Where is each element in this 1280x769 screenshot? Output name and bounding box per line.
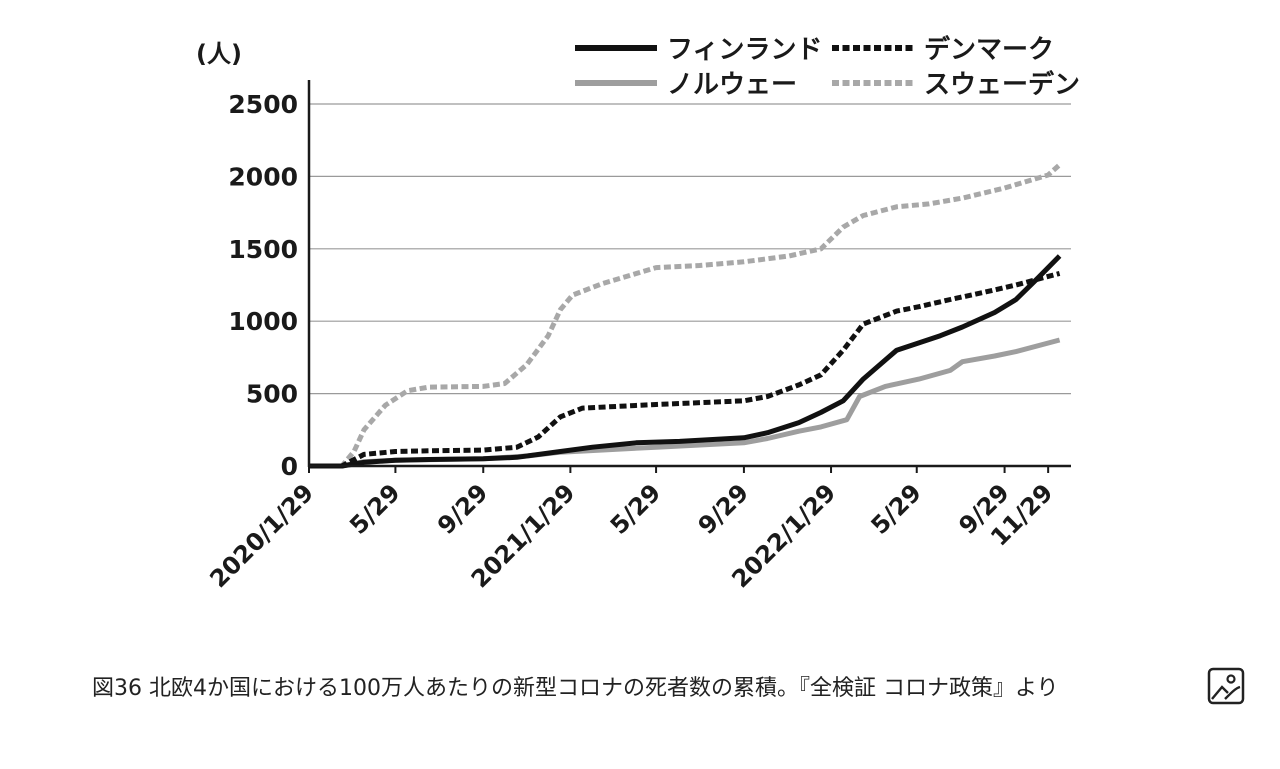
y-tick-label: 1500 (228, 235, 298, 264)
y-tick-label: 500 (246, 380, 298, 409)
legend-label: スウェーデン (924, 69, 1080, 100)
y-tick-label: 2500 (228, 90, 298, 119)
series-line-4 (309, 162, 1062, 469)
x-tick-label: 5/29 (605, 478, 666, 539)
x-tick-label: 9/29 (432, 478, 493, 539)
x-tick-label: 9/29 (693, 478, 754, 539)
legend-label: フィンランド (667, 35, 822, 65)
y-tick-label: 2000 (228, 162, 298, 191)
series-line-1 (309, 254, 1062, 469)
image-icon[interactable] (1206, 666, 1246, 706)
chart: 0 500 1000 1500 2000 2500 2020/1/29 5/29 9/29 20… (196, 34, 1080, 593)
x-tick-label: 5/29 (344, 478, 405, 539)
y-tick-label: 1000 (228, 307, 298, 336)
legend-label: デンマーク (924, 34, 1054, 65)
figure-caption: 図36 北欧4か国における100万人あたりの新型コロナの死者数の累積。『全検証 … (92, 676, 1059, 701)
y-tick-labels: 0 500 1000 1500 2000 2500 (228, 90, 298, 481)
series-line-2 (309, 270, 1061, 469)
legend-label: ノルウェー (667, 70, 797, 100)
grid (309, 103, 1071, 395)
x-tick-label: 5/29 (866, 478, 927, 539)
y-unit-label: (人) (196, 40, 242, 68)
series-lines (309, 162, 1062, 469)
y-tick-label: 0 (281, 452, 298, 481)
x-tick-label: 2020/1/29 (204, 478, 319, 593)
